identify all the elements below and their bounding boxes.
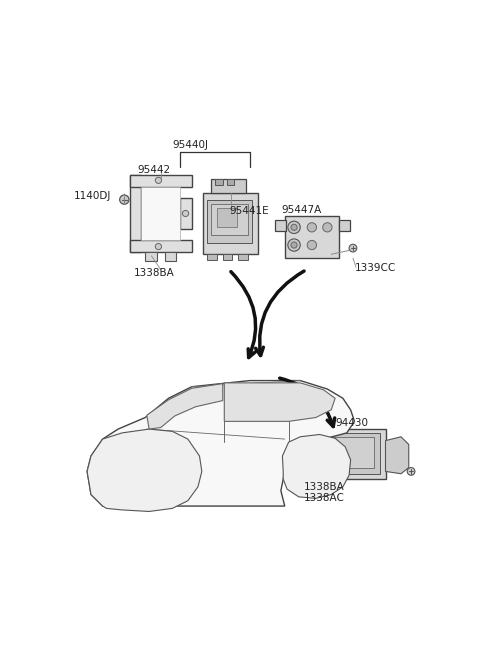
Text: 95447A: 95447A xyxy=(281,205,321,215)
Bar xyxy=(211,204,248,235)
Bar xyxy=(207,255,216,260)
Circle shape xyxy=(156,243,162,250)
Circle shape xyxy=(297,449,335,486)
Circle shape xyxy=(120,195,129,204)
Bar xyxy=(130,175,192,186)
Circle shape xyxy=(307,222,316,232)
Bar xyxy=(339,220,350,231)
Text: 94430: 94430 xyxy=(335,418,368,428)
Bar xyxy=(130,240,192,252)
Bar xyxy=(145,252,157,261)
Circle shape xyxy=(349,244,357,252)
Circle shape xyxy=(294,467,302,474)
Bar xyxy=(327,437,374,468)
Circle shape xyxy=(291,242,297,248)
Bar xyxy=(227,179,234,185)
Circle shape xyxy=(288,239,300,251)
Bar xyxy=(142,186,180,240)
Circle shape xyxy=(307,240,316,250)
Circle shape xyxy=(182,211,189,216)
Circle shape xyxy=(323,222,332,232)
Bar xyxy=(204,193,258,255)
Text: 95441E: 95441E xyxy=(229,206,269,216)
Circle shape xyxy=(288,221,300,234)
Bar xyxy=(215,179,223,185)
Polygon shape xyxy=(385,437,409,474)
Text: 95440J: 95440J xyxy=(172,140,208,150)
Bar xyxy=(238,255,248,260)
Bar xyxy=(276,220,286,231)
Bar xyxy=(217,208,237,228)
Bar xyxy=(180,198,192,229)
Bar xyxy=(223,255,232,260)
Polygon shape xyxy=(87,429,202,512)
Bar xyxy=(324,433,380,474)
Bar xyxy=(300,437,321,464)
Polygon shape xyxy=(87,380,355,506)
Circle shape xyxy=(407,468,415,475)
Bar xyxy=(130,175,142,252)
Polygon shape xyxy=(224,383,335,421)
Text: 1140DJ: 1140DJ xyxy=(74,191,111,201)
Text: 95442: 95442 xyxy=(137,165,170,174)
Circle shape xyxy=(309,461,323,474)
Text: 1338BA: 1338BA xyxy=(133,268,174,277)
Text: 1338AC: 1338AC xyxy=(304,493,345,503)
Bar xyxy=(296,441,302,448)
Text: 1339CC: 1339CC xyxy=(355,263,396,273)
Bar xyxy=(93,456,108,479)
Circle shape xyxy=(125,450,168,493)
Circle shape xyxy=(291,224,297,230)
Polygon shape xyxy=(282,434,350,499)
Circle shape xyxy=(114,439,180,504)
Polygon shape xyxy=(147,384,223,429)
Circle shape xyxy=(286,438,345,497)
Circle shape xyxy=(302,429,310,437)
Bar xyxy=(285,216,339,258)
Bar xyxy=(207,200,252,243)
Text: 1338BA: 1338BA xyxy=(304,482,345,492)
Circle shape xyxy=(139,464,155,479)
Bar xyxy=(211,179,246,193)
Circle shape xyxy=(156,177,162,184)
Bar xyxy=(165,252,176,261)
Bar xyxy=(320,429,385,479)
